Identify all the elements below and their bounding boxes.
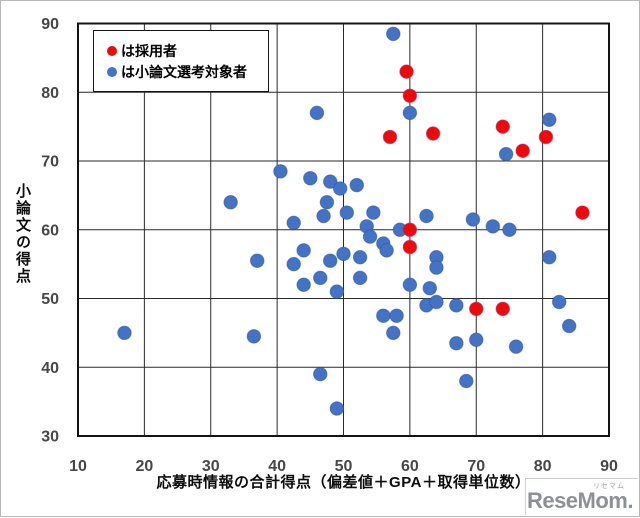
scatter-point-candidate [379, 243, 394, 258]
x-tick-label: 20 [135, 458, 153, 475]
legend-item-hired: は採用者 [107, 44, 268, 58]
x-tick-label: 80 [534, 458, 552, 475]
scatter-point-candidate [402, 277, 418, 292]
scatter-point-candidate [352, 250, 368, 265]
scatter-point-hired [382, 129, 398, 145]
watermark-kana: リセマム [593, 483, 625, 490]
scatter-point-candidate [422, 280, 438, 296]
y-tick-label: 30 [41, 429, 59, 446]
scatter-point-candidate [366, 205, 381, 220]
scatter-point-candidate [329, 284, 345, 299]
legend: は採用者 は小論文選考対象者 [93, 30, 269, 92]
scatter-point-candidate [316, 208, 331, 224]
plot-border [77, 22, 610, 437]
scatter-point-candidate [349, 177, 365, 193]
scatter-point-candidate [542, 250, 557, 265]
scatter-point-candidate [336, 246, 351, 262]
scatter-point-candidate [419, 208, 434, 224]
scatter-point-candidate [542, 112, 557, 127]
scatter-point-hired [495, 301, 511, 317]
scatter-point-candidate [296, 243, 311, 258]
scatter-point-candidate [502, 222, 517, 237]
scatter-point-candidate [402, 105, 418, 121]
x-tick-label: 60 [401, 458, 419, 475]
scatter-point-candidate [322, 174, 338, 189]
scatter-point-hired [495, 119, 511, 134]
legend-item-candidate: は小論文選考対象者 [107, 65, 268, 79]
scatter-point-candidate [386, 325, 401, 341]
scatter-point-hired [575, 205, 590, 220]
scatter-point-candidate [465, 212, 481, 227]
scatter-point-candidate [296, 277, 311, 292]
scatter-point-candidate [273, 164, 288, 179]
scatter-point-candidate [449, 335, 464, 351]
x-tick-label: 40 [268, 458, 286, 475]
scatter-point-hired [402, 239, 418, 255]
legend-marker-candidate-icon [107, 66, 117, 77]
scatter-point-candidate [376, 308, 391, 323]
scatter-point-candidate [117, 325, 132, 341]
x-axis-title: 応募時情報の合計得点（偏差値＋GPA＋取得単位数） [156, 474, 531, 491]
watermark: リセマム ReseMom. [525, 478, 638, 515]
y-tick-label: 60 [41, 222, 59, 239]
y-tick-label: 80 [41, 85, 59, 102]
watermark-brand: ReseMom. [526, 488, 634, 513]
scatter-point-candidate [389, 308, 404, 323]
scatter-point-candidate [498, 146, 514, 162]
scatter-point-candidate [286, 215, 301, 231]
scatter-point-candidate [469, 332, 484, 347]
scatter-point-candidate [352, 270, 368, 286]
scatter-point-candidate [561, 318, 577, 334]
scatter-point-candidate [449, 298, 464, 313]
scatter-point-candidate [313, 366, 328, 382]
y-axis-title: 小論文の得点 [14, 182, 31, 285]
scatter-point-candidate [339, 205, 355, 220]
scatter-point-candidate [246, 329, 262, 344]
y-tick-label: 40 [41, 360, 59, 377]
x-tick-label: 30 [202, 458, 220, 475]
x-tick-label: 70 [467, 458, 485, 475]
legend-label-hired: は採用者 [121, 42, 177, 59]
scatter-point-candidate [508, 339, 524, 354]
scatter-point-hired [402, 222, 418, 237]
scatter-point-candidate [332, 181, 348, 196]
scatter-point-candidate [303, 170, 318, 186]
scatter-point-candidate [249, 253, 265, 268]
scatter-point-candidate [362, 229, 378, 244]
scatter-point-hired [538, 129, 554, 145]
x-tick-label: 10 [69, 458, 87, 475]
x-tick-label: 50 [335, 458, 353, 475]
scatter-point-candidate [309, 105, 325, 121]
x-tick-label: 90 [600, 458, 618, 475]
y-tick-label: 90 [41, 16, 59, 33]
scatter-point-hired [515, 143, 530, 158]
scatter-point-candidate [329, 401, 345, 416]
scatter-point-candidate [485, 219, 501, 234]
scatter-point-candidate [223, 195, 238, 210]
scatter-point-candidate [319, 195, 335, 210]
y-tick-label: 50 [41, 291, 59, 308]
scatter-point-hired [399, 64, 414, 79]
scatter-point-candidate [322, 253, 338, 268]
scatter-point-hired [425, 126, 441, 141]
scatter-point-hired [469, 301, 484, 317]
scatter-point-candidate [429, 294, 444, 310]
scatter-point-candidate [551, 294, 567, 310]
scatter-point-candidate [459, 373, 474, 389]
scatter-point-hired [402, 88, 418, 103]
scatter-point-candidate [286, 256, 301, 272]
scatter-point-candidate [429, 260, 444, 275]
y-tick-label: 70 [41, 154, 59, 171]
scatter-point-candidate [386, 26, 401, 42]
scatter-point-candidate [313, 270, 328, 286]
legend-label-candidate: は小論文選考対象者 [121, 63, 247, 80]
legend-marker-hired-icon [107, 45, 117, 56]
